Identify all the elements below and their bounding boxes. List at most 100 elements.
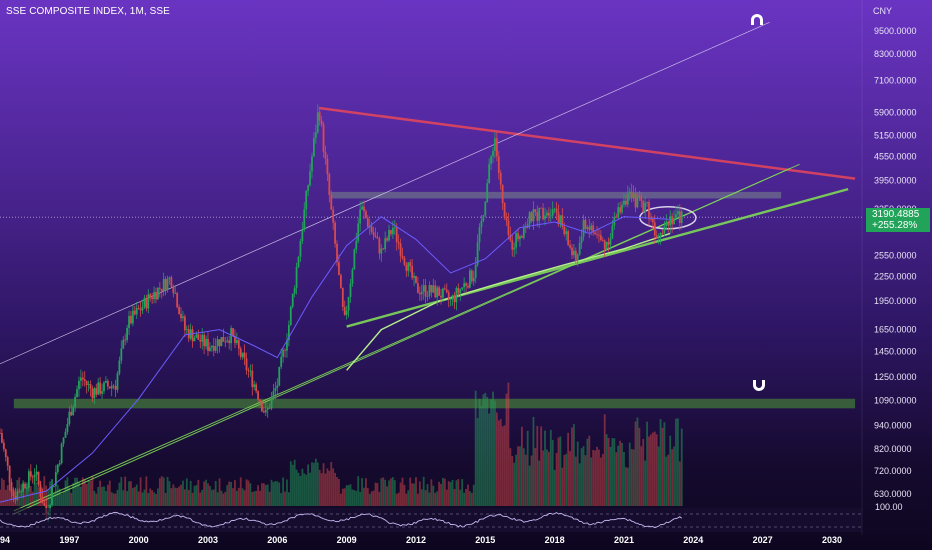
candle-body bbox=[108, 386, 111, 389]
candle-body bbox=[542, 208, 544, 220]
volume-bar bbox=[546, 449, 548, 506]
candle-body bbox=[280, 356, 283, 367]
volume-bar bbox=[463, 492, 466, 506]
volume-bar bbox=[617, 445, 620, 506]
candle-body bbox=[295, 266, 298, 288]
volume-bar bbox=[390, 478, 392, 506]
candle-body bbox=[494, 138, 496, 151]
volume-bar bbox=[345, 485, 348, 506]
candle-body bbox=[232, 328, 234, 336]
volume-bar bbox=[495, 412, 498, 506]
support-2 bbox=[13, 167, 791, 515]
volume-bar bbox=[228, 481, 231, 506]
candle-body bbox=[515, 233, 518, 248]
volume-bar bbox=[526, 430, 529, 506]
candle-body bbox=[182, 316, 184, 319]
candle-body bbox=[176, 292, 179, 308]
candle-body bbox=[499, 172, 502, 185]
volume-bar bbox=[449, 482, 452, 506]
volume-bar bbox=[209, 485, 211, 506]
volume-bar bbox=[314, 458, 317, 506]
candle-body bbox=[484, 201, 487, 216]
candle-body bbox=[6, 457, 9, 466]
volume-bar bbox=[349, 484, 352, 506]
volume-bar bbox=[270, 479, 273, 506]
candle-body bbox=[222, 337, 225, 342]
candle-body bbox=[486, 183, 489, 202]
candle-body bbox=[261, 401, 263, 412]
volume-bar bbox=[511, 455, 514, 506]
candle-body bbox=[130, 315, 132, 324]
volume-bar bbox=[131, 487, 134, 506]
volume-bar bbox=[216, 492, 219, 506]
volume-bar bbox=[334, 472, 336, 506]
candle-body bbox=[12, 491, 15, 497]
volume-bar bbox=[185, 478, 188, 506]
candle-body bbox=[576, 254, 579, 261]
volume-bar bbox=[72, 483, 75, 506]
volume-bar bbox=[374, 482, 377, 506]
candle-body bbox=[93, 388, 96, 399]
candle-body bbox=[413, 276, 415, 278]
volume-bar bbox=[430, 479, 433, 506]
candle-body bbox=[417, 283, 419, 293]
candle-body bbox=[282, 349, 284, 357]
y-tick-label: 1450.0000 bbox=[874, 347, 917, 357]
candle-body bbox=[646, 201, 648, 203]
volume-bar bbox=[224, 491, 227, 506]
resistance bbox=[318, 106, 856, 180]
volume-bar bbox=[282, 477, 284, 506]
candle-body bbox=[135, 308, 138, 315]
volume-bar bbox=[191, 492, 194, 506]
candle-body bbox=[395, 227, 398, 242]
candle-body bbox=[374, 235, 377, 238]
candle-body bbox=[673, 217, 675, 225]
magnet-top-icon-shape bbox=[751, 14, 763, 25]
change-percent: +255.28% bbox=[872, 220, 918, 231]
candle-body bbox=[582, 219, 585, 237]
volume-bar bbox=[178, 486, 181, 506]
volume-bar bbox=[538, 460, 541, 506]
x-tick-label: 2006 bbox=[267, 535, 287, 545]
candle-body bbox=[214, 346, 217, 351]
volume-bar bbox=[461, 479, 464, 506]
volume-bar bbox=[262, 483, 265, 506]
candle-body bbox=[210, 345, 213, 348]
volume-bar bbox=[534, 448, 537, 506]
volume-bar bbox=[259, 490, 261, 506]
volume-bar bbox=[343, 488, 346, 506]
volume-bar bbox=[599, 457, 602, 506]
volume-bar bbox=[366, 488, 369, 506]
candle-body bbox=[139, 308, 142, 311]
volume-bar bbox=[615, 452, 618, 506]
candle-body bbox=[572, 250, 575, 256]
candle-body bbox=[10, 482, 13, 492]
volume-bar bbox=[624, 467, 627, 506]
volume-bar bbox=[580, 448, 583, 506]
volume-bar bbox=[509, 448, 512, 506]
candle-body bbox=[605, 241, 608, 249]
volume-bar bbox=[286, 479, 288, 506]
candle-body bbox=[590, 225, 593, 230]
volume-bar bbox=[592, 449, 595, 506]
volume-bar bbox=[553, 469, 556, 506]
volume-bar bbox=[434, 492, 437, 506]
candle-body bbox=[243, 352, 246, 359]
volume-bar bbox=[110, 492, 113, 506]
candle-body bbox=[291, 293, 294, 307]
volume-bar bbox=[313, 462, 315, 506]
candle-body bbox=[24, 483, 26, 489]
x-tick-label: 2021 bbox=[614, 535, 634, 545]
candle-body bbox=[644, 202, 647, 213]
volume-bar bbox=[397, 492, 400, 506]
candle-body bbox=[549, 215, 552, 217]
candle-body bbox=[418, 292, 421, 295]
candle-body bbox=[103, 382, 105, 392]
volume-bar bbox=[266, 484, 269, 506]
volume-bar bbox=[249, 483, 252, 506]
volume-bar bbox=[47, 489, 50, 506]
candle-body bbox=[609, 238, 612, 245]
volume-bar bbox=[118, 482, 121, 506]
